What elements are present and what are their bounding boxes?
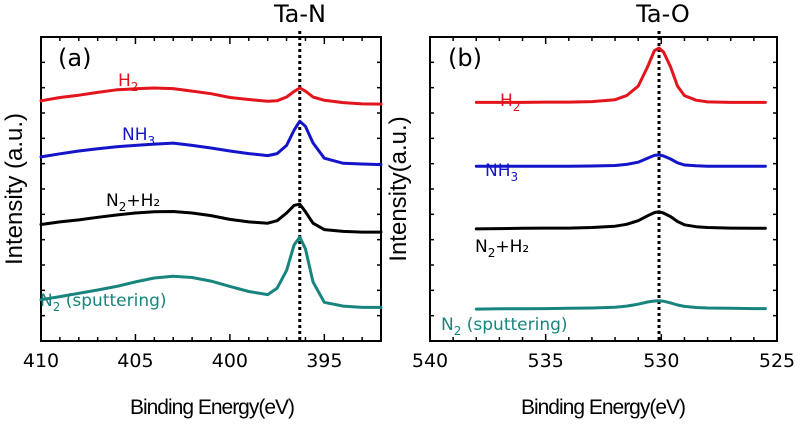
- series-line-n2-sputtering-: [474, 299, 767, 311]
- x-axis-label: Binding Energy(eV): [130, 396, 294, 419]
- series-line-nh3: [39, 119, 383, 167]
- x-tick-label: 395: [306, 350, 342, 372]
- series-label: N2 (sputtering): [441, 315, 568, 338]
- x-tick-label: 400: [212, 350, 248, 372]
- series-line-n2-sputtering-: [39, 235, 383, 309]
- x-axis-label: Binding Energy(eV): [521, 396, 685, 419]
- series-label: N2+H₂: [475, 237, 529, 260]
- plot-frame: [429, 36, 778, 342]
- x-tick-label: 535: [528, 350, 564, 372]
- x-tick-label: 525: [759, 350, 795, 372]
- x-tick-label: 530: [643, 350, 679, 372]
- chart-panel-a: 410 405 400 395 H2 NH3 N2+H₂ N2 (sputtering) (a)…: [1, 0, 383, 419]
- series-line-n2-h2: [474, 210, 767, 231]
- x-tick-label: 540: [412, 350, 448, 372]
- series-label: H2: [118, 71, 138, 94]
- series-label: H2: [500, 91, 520, 114]
- peak-label: Ta-O: [635, 0, 690, 28]
- series-label: N2+H₂: [106, 191, 160, 214]
- series-label: N2 (sputtering): [40, 291, 167, 314]
- x-tick-label: 410: [23, 350, 59, 372]
- series-label: NH3: [485, 161, 518, 184]
- peak-label: Ta-N: [273, 0, 326, 28]
- x-tick-label: 405: [117, 350, 153, 372]
- y-axis-label: Intensity (a.u.): [1, 113, 28, 265]
- y-axis-label: Intensity(a.u.): [385, 116, 412, 261]
- series-line-n2-h2: [39, 202, 383, 234]
- panel-label: (b): [448, 44, 482, 72]
- chart-panel-b: 540 535 530 525 H2 NH3 N2+H₂ N2 (sputtering) (b)…: [385, 0, 795, 419]
- series-line-nh3: [474, 153, 767, 168]
- series-line-h2: [474, 46, 767, 104]
- series-label: NH3: [122, 125, 155, 148]
- series-line-h2: [39, 86, 383, 106]
- panel-label: (a): [58, 44, 91, 72]
